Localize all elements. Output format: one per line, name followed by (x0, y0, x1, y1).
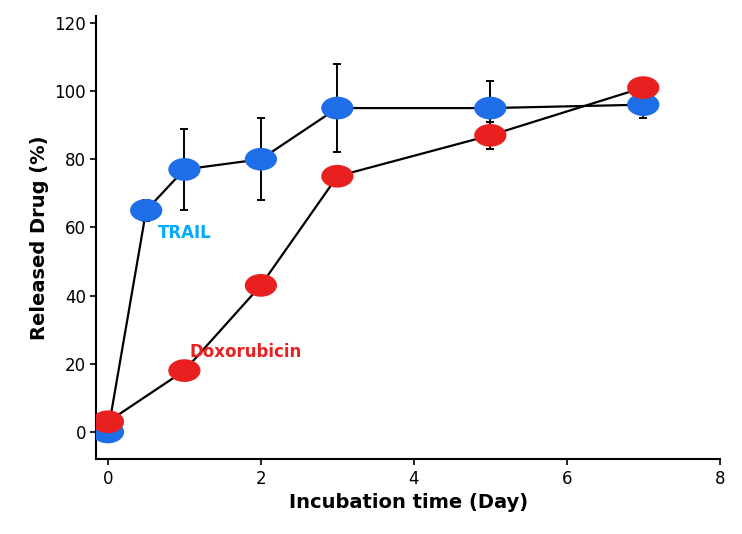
Text: TRAIL: TRAIL (157, 224, 211, 241)
Ellipse shape (627, 93, 660, 116)
Ellipse shape (245, 148, 277, 170)
Text: Doxorubicin: Doxorubicin (190, 343, 302, 361)
Y-axis label: Released Drug (%): Released Drug (%) (30, 136, 49, 340)
Ellipse shape (92, 410, 124, 433)
Ellipse shape (474, 124, 507, 147)
Ellipse shape (92, 421, 124, 443)
Ellipse shape (130, 199, 162, 222)
Ellipse shape (474, 97, 507, 120)
Ellipse shape (168, 359, 200, 382)
Ellipse shape (627, 76, 660, 99)
Ellipse shape (321, 97, 353, 120)
X-axis label: Incubation time (Day): Incubation time (Day) (289, 493, 528, 512)
Ellipse shape (321, 165, 353, 187)
Ellipse shape (168, 158, 200, 181)
Ellipse shape (245, 274, 277, 297)
